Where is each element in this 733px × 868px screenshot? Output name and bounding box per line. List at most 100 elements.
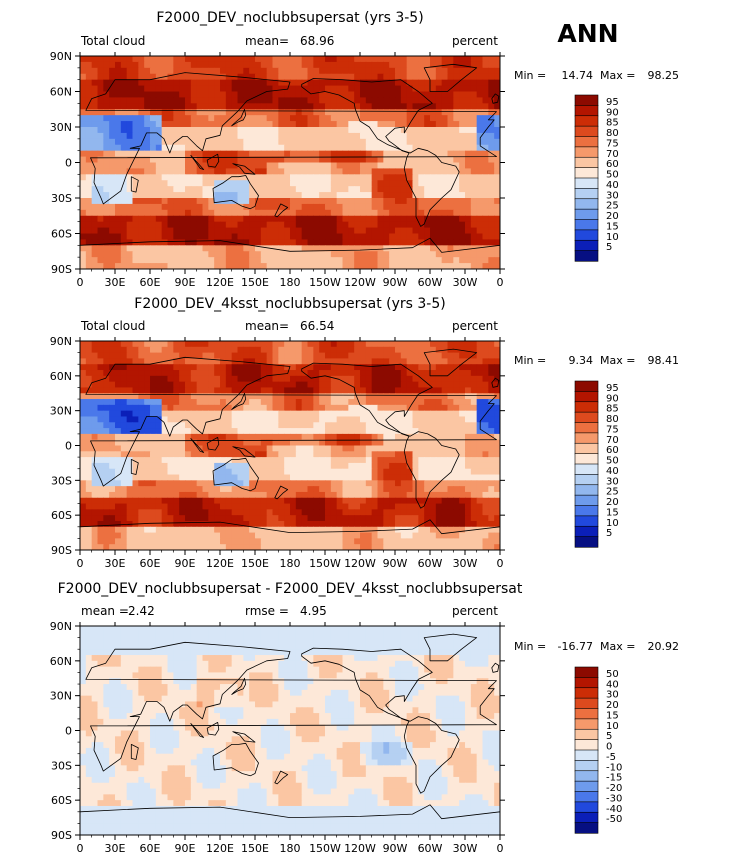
grid-cell: [366, 428, 372, 434]
grid-cell: [308, 251, 314, 258]
grid-cell: [86, 145, 92, 152]
grid-cell: [203, 480, 209, 486]
grid-cell: [296, 492, 302, 498]
grid-cell: [103, 387, 109, 393]
grid-cell: [448, 486, 454, 492]
grid-cell: [127, 228, 133, 235]
grid-cell: [115, 370, 121, 376]
grid-cell: [366, 492, 372, 498]
grid-cell: [343, 387, 349, 393]
grid-cell: [191, 109, 197, 116]
grid-cell: [360, 492, 366, 498]
grid-cell: [138, 56, 144, 63]
grid-cell: [168, 198, 174, 205]
grid-cell: [214, 245, 220, 252]
grid-cell: [144, 245, 150, 252]
grid-cell: [436, 353, 442, 359]
grid-cell: [220, 97, 226, 104]
grid-cell: [168, 416, 174, 422]
grid-cell: [389, 92, 395, 99]
grid-cell: [442, 387, 448, 393]
grid-cell: [267, 475, 273, 481]
grid-cell: [430, 353, 436, 359]
grid-cell: [92, 74, 98, 81]
grid-cell: [243, 353, 249, 359]
grid-cell: [331, 387, 337, 393]
grid-cell: [185, 151, 191, 158]
grid-cell: [459, 446, 465, 452]
grid-cell: [267, 121, 273, 128]
grid-cell: [261, 139, 267, 146]
grid-cell: [115, 405, 121, 411]
grid-cell: [197, 239, 203, 246]
grid-cell: [442, 157, 448, 164]
grid-cell: [401, 115, 407, 122]
grid-cell: [168, 492, 174, 498]
grid-cell: [471, 192, 477, 199]
grid-cell: [459, 121, 465, 128]
grid-cell: [232, 434, 238, 440]
grid-cell: [378, 239, 384, 246]
grid-cell: [197, 198, 203, 205]
grid-cell: [109, 486, 115, 492]
grid-cell: [226, 492, 232, 498]
grid-cell: [162, 457, 168, 463]
grid-cell: [442, 504, 448, 510]
grid-cell: [378, 498, 384, 504]
grid-cell: [98, 353, 104, 359]
grid-cell: [354, 74, 360, 81]
grid-cell: [448, 151, 454, 158]
grid-cell: [413, 405, 419, 411]
grid-cell: [179, 127, 185, 134]
grid-cell: [477, 234, 483, 241]
grid-cell: [208, 180, 214, 187]
grid-cell: [372, 80, 378, 87]
grid-cell: [418, 245, 424, 252]
grid-cell: [453, 151, 459, 158]
grid-cell: [144, 486, 150, 492]
grid-cell: [249, 115, 255, 122]
grid-cell: [407, 234, 413, 241]
grid-cell: [267, 97, 273, 104]
grid-cell: [407, 364, 413, 370]
grid-cell: [109, 234, 115, 241]
grid-cell: [238, 56, 244, 63]
grid-cell: [331, 428, 337, 434]
grid-cell: [383, 451, 389, 457]
grid-cell: [80, 180, 86, 187]
grid-cell: [488, 411, 494, 417]
grid-cell: [203, 382, 209, 388]
grid-cell: [226, 222, 232, 229]
grid-cell: [313, 504, 319, 510]
grid-cell: [360, 186, 366, 193]
grid-cell: [348, 463, 354, 469]
grid-cell: [197, 341, 203, 347]
grid-cell: [109, 411, 115, 417]
grid-cell: [459, 515, 465, 521]
grid-cell: [255, 399, 261, 405]
grid-cell: [313, 127, 319, 134]
grid-cell: [483, 62, 489, 69]
grid-cell: [436, 469, 442, 475]
grid-cell: [278, 97, 284, 104]
grid-cell: [92, 68, 98, 75]
grid-cell: [407, 446, 413, 452]
grid-cell: [308, 86, 314, 93]
grid-cell: [401, 139, 407, 146]
grid-cell: [313, 416, 319, 422]
grid-cell: [366, 198, 372, 205]
grid-cell: [483, 198, 489, 205]
grid-cell: [290, 62, 296, 69]
grid-cell: [238, 376, 244, 382]
grid-cell: [430, 192, 436, 199]
grid-cell: [121, 399, 127, 405]
grid-cell: [436, 198, 442, 205]
grid-cell: [144, 139, 150, 146]
grid-cell: [273, 347, 279, 353]
grid-cell: [413, 62, 419, 69]
grid-cell: [389, 451, 395, 457]
grid-cell: [442, 469, 448, 475]
grid-cell: [168, 133, 174, 140]
grid-cell: [232, 341, 238, 347]
grid-cell: [86, 198, 92, 205]
